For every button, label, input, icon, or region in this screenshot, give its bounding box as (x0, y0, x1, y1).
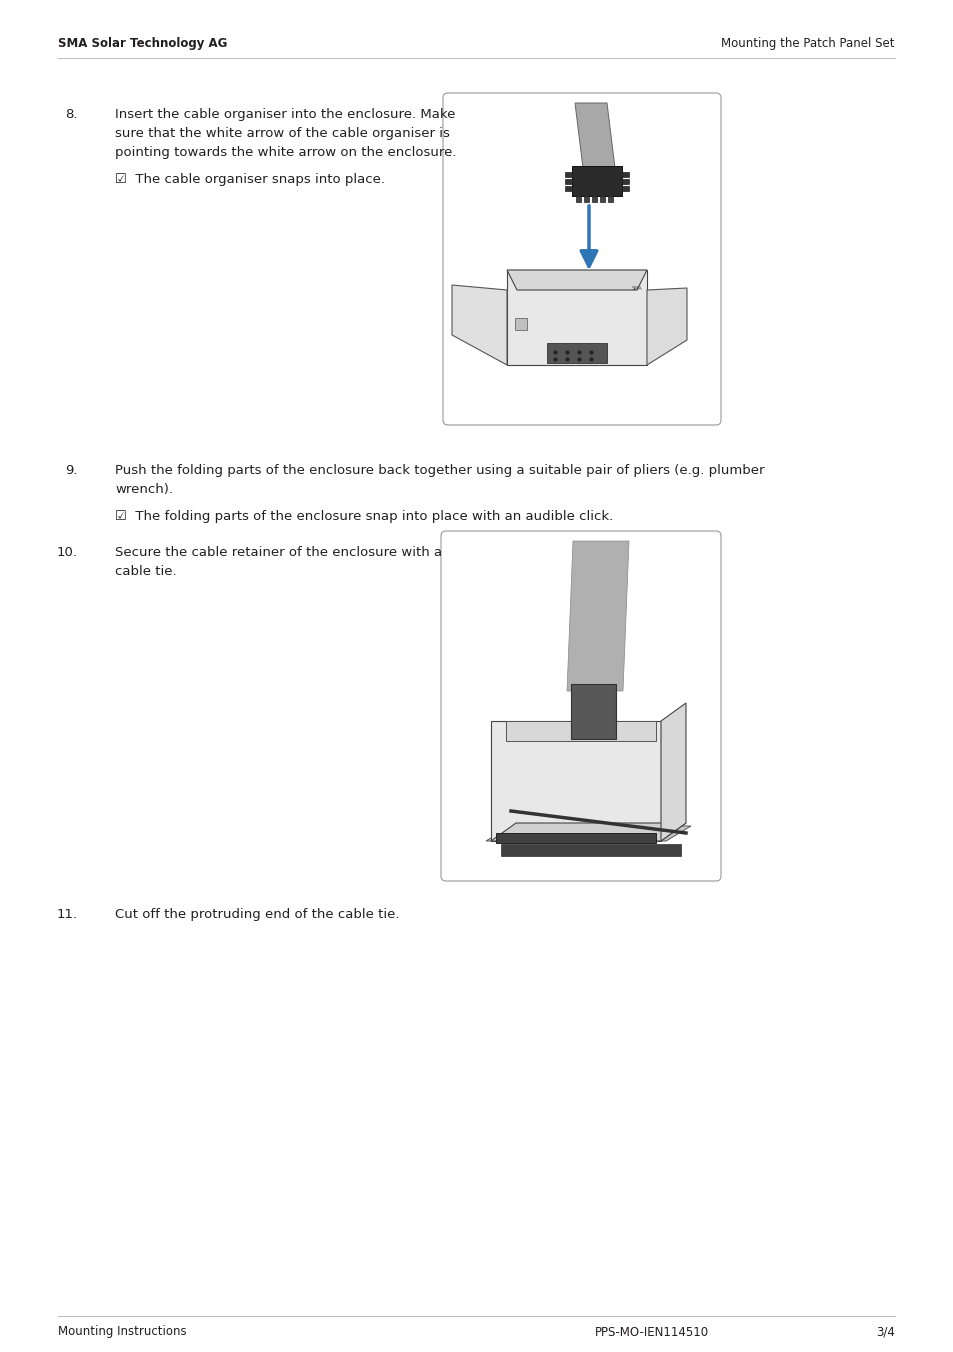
Polygon shape (646, 288, 686, 365)
Bar (576, 196, 580, 201)
Bar (500, 844, 680, 856)
FancyBboxPatch shape (442, 93, 720, 425)
Text: Insert the cable organiser into the enclosure. Make: Insert the cable organiser into the encl… (115, 108, 455, 120)
Bar (621, 178, 628, 184)
Text: ☑  The cable organiser snaps into place.: ☑ The cable organiser snaps into place. (115, 173, 385, 187)
Bar (564, 178, 572, 184)
Text: 10.: 10. (57, 546, 78, 558)
Text: SMA Solar Technology AG: SMA Solar Technology AG (58, 38, 227, 50)
Text: ☑  The folding parts of the enclosure snap into place with an audible click.: ☑ The folding parts of the enclosure sna… (115, 510, 613, 523)
Bar (546, 343, 606, 362)
Bar (491, 721, 660, 841)
Text: Secure the cable retainer of the enclosure with a: Secure the cable retainer of the enclosu… (115, 546, 441, 558)
Bar (572, 166, 621, 196)
Bar (599, 196, 604, 201)
Bar (496, 833, 656, 844)
Polygon shape (452, 285, 506, 365)
Text: 3/4: 3/4 (875, 1325, 894, 1338)
Polygon shape (485, 826, 690, 841)
Text: pointing towards the white arrow on the enclosure.: pointing towards the white arrow on the … (115, 146, 456, 160)
Text: cable tie.: cable tie. (115, 565, 176, 579)
Text: SMA: SMA (631, 285, 641, 291)
Text: 9.: 9. (66, 464, 78, 477)
Bar (592, 196, 597, 201)
Text: Cut off the protruding end of the cable tie.: Cut off the protruding end of the cable … (115, 909, 399, 921)
Text: sure that the white arrow of the cable organiser is: sure that the white arrow of the cable o… (115, 127, 450, 141)
Text: Mounting the Patch Panel Set: Mounting the Patch Panel Set (720, 38, 894, 50)
Text: wrench).: wrench). (115, 483, 172, 496)
Polygon shape (660, 703, 685, 841)
Polygon shape (575, 103, 615, 168)
Bar (564, 172, 572, 177)
Text: Push the folding parts of the enclosure back together using a suitable pair of p: Push the folding parts of the enclosure … (115, 464, 763, 477)
Polygon shape (505, 721, 656, 741)
Text: 11.: 11. (57, 909, 78, 921)
Text: 8.: 8. (66, 108, 78, 120)
Bar (621, 172, 628, 177)
Polygon shape (506, 270, 646, 289)
Bar (515, 318, 526, 330)
Bar (564, 187, 572, 191)
Bar (607, 196, 613, 201)
Bar (621, 187, 628, 191)
Bar (506, 270, 646, 365)
Bar (571, 684, 616, 740)
Polygon shape (566, 541, 628, 691)
Polygon shape (491, 823, 685, 841)
Bar (583, 196, 588, 201)
FancyBboxPatch shape (440, 531, 720, 882)
Text: PPS-MO-IEN114510: PPS-MO-IEN114510 (595, 1325, 708, 1338)
Text: Mounting Instructions: Mounting Instructions (58, 1325, 187, 1338)
